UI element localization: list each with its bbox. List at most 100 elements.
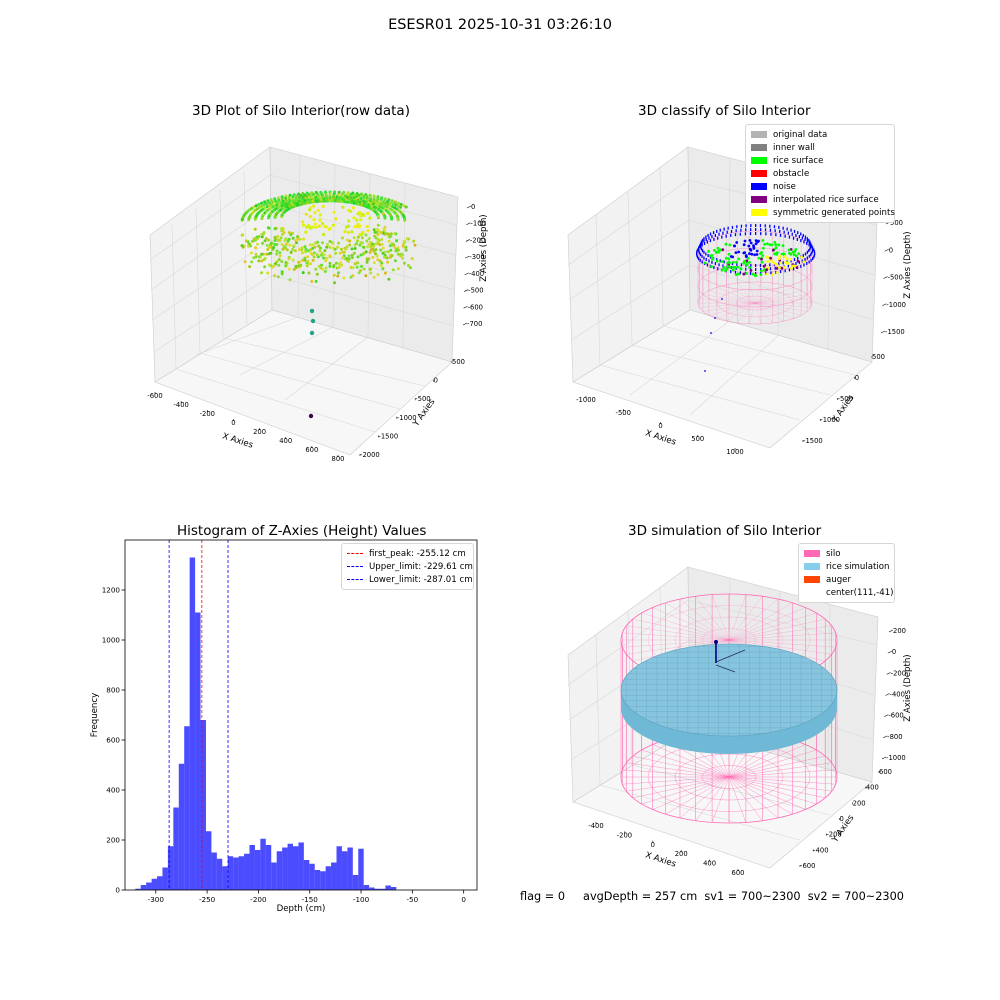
- histogram-bar: [200, 720, 206, 890]
- histogram-frame: [124, 539, 478, 891]
- classified-point: [785, 257, 789, 261]
- classified-point: [782, 265, 786, 269]
- histogram-bar: [178, 763, 185, 890]
- raw-z-tick-mark: [466, 222, 471, 225]
- raw-data-point: [372, 275, 376, 279]
- simulation-x-tick: 600: [732, 869, 745, 877]
- histogram-x-tick: -100: [353, 895, 370, 904]
- noise-point: [769, 224, 771, 228]
- raw-data-point: [388, 235, 391, 239]
- raw-data-point: [322, 256, 326, 260]
- classified-point: [781, 244, 785, 248]
- noise-point: [750, 224, 752, 228]
- classified-point: [797, 252, 801, 256]
- raw-data-point: [289, 250, 293, 254]
- noise-point: [809, 247, 811, 251]
- raw-data-point: [333, 281, 337, 285]
- raw-data-point: [304, 250, 308, 254]
- simulation-z-tick-mark: [885, 693, 890, 696]
- classified-point: [717, 250, 720, 254]
- noise-point: [740, 263, 743, 267]
- noise-point: [793, 229, 796, 233]
- raw-data-point: [277, 202, 281, 206]
- classified-point: [733, 266, 737, 269]
- raw-data-point: [389, 201, 392, 205]
- classify-z-tick: -500: [888, 274, 903, 282]
- silo-wire: [699, 302, 756, 308]
- raw-z-tick-mark: [465, 239, 470, 242]
- raw-data-point: [346, 230, 350, 234]
- histogram-bar: [157, 876, 163, 890]
- raw-data-point: [376, 242, 380, 245]
- classify-legend: original data inner wall rice surface ob…: [745, 124, 895, 223]
- classified-point: [761, 254, 765, 257]
- raw-data-point: [358, 224, 362, 228]
- raw-data-point: [305, 225, 309, 229]
- classified-point: [734, 273, 738, 277]
- noise-point: [813, 250, 816, 254]
- noise-point: [723, 260, 725, 264]
- raw-data-point: [304, 230, 308, 234]
- noise-point: [703, 239, 705, 243]
- raw-data-point: [376, 201, 380, 205]
- raw-data-point: [328, 254, 332, 258]
- raw-z-tick-mark: [464, 272, 469, 276]
- raw-data-point: [315, 272, 319, 276]
- legend-label: rice surface: [773, 155, 824, 166]
- noise-point: [727, 226, 729, 230]
- histogram-bar: [320, 871, 326, 890]
- noise-point: [698, 257, 700, 261]
- classified-point: [773, 240, 777, 244]
- noise-point: [813, 255, 815, 259]
- histogram-bar: [260, 838, 266, 890]
- noise-point: [714, 262, 716, 266]
- histogram-x-tick: -200: [250, 895, 267, 904]
- noise-point: [703, 256, 705, 260]
- legend-label: first_peak: -255.12 cm: [369, 548, 466, 559]
- simulation-legend-item: silo: [804, 547, 889, 560]
- classify-z-tick-mark: [884, 248, 889, 252]
- raw-data-point: [297, 260, 301, 264]
- histogram-y-tick: 400: [106, 786, 120, 795]
- classified-point: [777, 257, 781, 261]
- noise-point: [705, 235, 707, 239]
- raw-data-point: [355, 192, 359, 195]
- raw-data-point: [260, 235, 264, 239]
- noise-point: [769, 263, 771, 267]
- classified-point: [724, 269, 727, 273]
- noise-point: [709, 255, 712, 259]
- raw-data-point: [337, 190, 341, 194]
- histogram-title: Histogram of Z-Axies (Height) Values: [177, 523, 427, 539]
- raw-data-point: [284, 202, 288, 206]
- noise-point: [810, 253, 812, 257]
- raw-data-point: [365, 224, 369, 229]
- classified-point: [731, 255, 735, 259]
- raw-outlier-point: [309, 330, 315, 336]
- histogram-bar: [282, 847, 288, 890]
- classified-point: [725, 267, 729, 271]
- noise-point: [718, 263, 720, 267]
- raw-data-point: [339, 261, 343, 265]
- histogram-bar: [216, 858, 223, 890]
- raw-data-point: [260, 201, 264, 205]
- histogram-bar: [303, 860, 310, 890]
- raw-data-point: [412, 239, 416, 243]
- raw-data-point: [413, 243, 417, 247]
- raw-data-point: [314, 241, 318, 245]
- raw-data-point: [352, 236, 356, 240]
- raw-data-point: [334, 251, 338, 255]
- classified-point: [800, 255, 803, 259]
- histogram-bar: [195, 612, 201, 890]
- histogram-bar: [314, 870, 321, 890]
- classified-point: [770, 260, 774, 264]
- raw-data-point: [311, 243, 315, 247]
- raw-data-point: [396, 267, 400, 271]
- raw-data-point: [383, 271, 387, 275]
- silo-wire: [737, 302, 756, 324]
- histogram-x-ticks: -300 -250 -200 -150 -100 -50 0: [148, 890, 466, 904]
- histogram-bar: [140, 885, 147, 890]
- raw-data-point: [254, 252, 258, 256]
- raw-data-point: [333, 190, 337, 194]
- classify-y-tick: -500: [838, 395, 853, 403]
